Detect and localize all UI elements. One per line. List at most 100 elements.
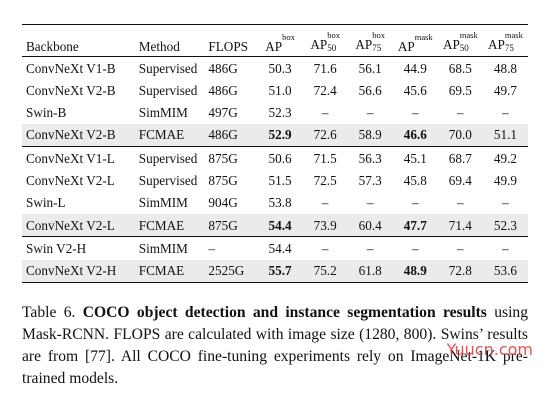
cell-ap-box: 51.5 — [268, 173, 292, 189]
cell-method: Supervised — [138, 60, 198, 76]
cell-backbone: Swin-L — [26, 195, 66, 211]
cell-ap-mask-50: 70.0 — [437, 123, 483, 147]
cell-ap-box: 52.3 — [268, 105, 292, 121]
cell-ap-mask-75: 49.9 — [493, 173, 517, 189]
cell-ap-box-75: 56.1 — [358, 60, 382, 76]
cell-flops: 486G — [208, 123, 258, 147]
caption-text-1: using Mask-RCNN. FLOPS are calculated wi… — [22, 304, 529, 365]
cell-flops: 497G — [208, 105, 238, 121]
caption-label: Table 6. — [22, 304, 76, 321]
cell-ap-box-50: 71.6 — [313, 60, 337, 76]
cell-method: Supervised — [138, 146, 209, 170]
results-table: Backbone Method FLOPS AP box AP box 50 AP bo… — [22, 24, 528, 283]
cell-ap-mask: 45.1 — [392, 146, 438, 170]
cell-method: FCMAE — [138, 214, 209, 237]
header-backbone: Backbone — [22, 24, 139, 57]
cell-ap-mask: 45.6 — [403, 82, 427, 98]
table-row: ConvNeXt V1-L Supervised 875G 50.6 71.5 56.3 4… — [22, 146, 528, 170]
cell-backbone: ConvNeXt V2-H — [22, 259, 139, 283]
cell-ap-mask-50: – — [457, 105, 464, 121]
cell-ap-mask: – — [411, 195, 419, 211]
cell-ap-mask-75: 51.1 — [482, 123, 528, 147]
cell-ap-mask: 47.7 — [392, 214, 438, 237]
cell-ap-mask-75: 52.3 — [482, 214, 528, 237]
watermark: Yuucn.com — [446, 340, 533, 359]
table-row: ConvNeXt V2-L FCMAE 875G 54.4 73.9 60.4 47.7 71… — [22, 214, 528, 237]
cell-ap-box: 54.4 — [257, 236, 303, 260]
table-row: ConvNeXt V2-H FCMAE 2525G 55.7 75.2 61.8 48.9 7… — [22, 259, 528, 283]
cell-ap-box-50: 73.9 — [302, 214, 348, 237]
header-ap-box-75: AP box 75 — [347, 24, 393, 57]
cell-backbone: Swin-B — [26, 105, 67, 121]
header-flops: FLOPS — [208, 24, 258, 57]
header-ap-box-50: AP box 50 — [302, 24, 348, 57]
cell-flops: 875G — [208, 173, 238, 189]
cell-method: SimMIM — [138, 195, 188, 211]
cell-ap-mask: 44.9 — [403, 60, 427, 76]
caption-citation-link[interactable]: [77] — [85, 348, 111, 365]
cell-backbone: ConvNeXt V2-B — [22, 123, 139, 147]
table-row: ConvNeXt V2-L Supervised 875G 51.5 72.5 57.3 4… — [22, 169, 528, 191]
cell-ap-box-50: 71.5 — [302, 146, 348, 170]
cell-ap-mask-50: 68.7 — [437, 146, 483, 170]
cell-flops: 486G — [208, 60, 238, 76]
cell-ap-mask-75: – — [502, 195, 509, 211]
cell-flops: 875G — [208, 214, 258, 237]
header-ap-box: AP box — [257, 24, 303, 57]
cell-method: Supervised — [138, 82, 198, 98]
cell-flops: 904G — [208, 195, 238, 211]
cell-flops: 875G — [208, 146, 258, 170]
cell-ap-box-75: 61.8 — [347, 259, 393, 283]
cell-ap-box: 53.8 — [268, 195, 292, 211]
cell-ap-box: 55.7 — [257, 259, 303, 283]
cell-ap-box-50: – — [321, 105, 329, 121]
cell-backbone: ConvNeXt V2-L — [22, 214, 139, 237]
cell-ap-box: 52.9 — [257, 123, 303, 147]
cell-ap-box-75: – — [366, 195, 374, 211]
cell-method: FCMAE — [138, 123, 209, 147]
table-header-row: Backbone Method FLOPS AP box AP box 50 AP bo… — [22, 24, 528, 57]
cell-ap-mask: 48.9 — [392, 259, 438, 283]
caption-text-2: . All COCO fine-tuning experiments rely … — [22, 348, 528, 387]
cell-ap-box-50: – — [321, 195, 329, 211]
cell-ap-box-75: 60.4 — [347, 214, 393, 237]
cell-ap-box-50: 72.4 — [313, 82, 337, 98]
cell-flops: 486G — [208, 82, 238, 98]
table-row: ConvNeXt V1-B Supervised 486G 50.3 71.6 56.1 4… — [22, 57, 528, 80]
cell-ap-box-75: – — [347, 236, 393, 260]
table-row: ConvNeXt V2-B Supervised 486G 51.0 72.4 56.6 4… — [22, 79, 528, 101]
cell-ap-mask-75: – — [482, 236, 528, 260]
cell-ap-mask-50: 69.4 — [448, 173, 472, 189]
cell-flops: 2525G — [208, 259, 258, 283]
cell-ap-box-75: 56.3 — [347, 146, 393, 170]
cell-ap-box: 51.0 — [268, 82, 292, 98]
header-ap-mask: AP mask — [392, 24, 438, 57]
cell-ap-mask-50: – — [437, 236, 483, 260]
cell-ap-mask-75: 49.2 — [482, 146, 528, 170]
table-row: Swin-L SimMIM 904G 53.8 – – – – – — [22, 192, 528, 214]
cell-ap-mask-75: – — [502, 105, 509, 121]
table-row: Swin V2-H SimMIM –54.4– – – – – — [22, 236, 528, 260]
cell-flops: – — [208, 236, 258, 260]
cell-ap-mask: – — [411, 105, 419, 121]
cell-ap-box-75: 58.9 — [347, 123, 393, 147]
table-row: ConvNeXt V2-B FCMAE 486G 52.9 72.6 58.9 46.6 70… — [22, 123, 528, 147]
cell-backbone: ConvNeXt V2-B — [26, 82, 116, 98]
table-row: Swin-B SimMIM 497G 52.3 – – – – – — [22, 102, 528, 124]
header-ap-mask-50: AP mask 50 — [437, 24, 483, 57]
cell-ap-box-50: 72.6 — [302, 123, 348, 147]
header-ap-mask-75: AP mask 75 — [482, 24, 528, 57]
caption-title-2: results — [442, 304, 487, 321]
cell-ap-mask: 46.6 — [392, 123, 438, 147]
cell-ap-mask-50: 68.5 — [448, 60, 472, 76]
results-table-container: Backbone Method FLOPS AP box AP box 50 AP bo… — [22, 24, 528, 283]
cell-method: SimMIM — [138, 105, 188, 121]
cell-ap-mask-75: 48.8 — [493, 60, 517, 76]
cell-method: Supervised — [138, 173, 198, 189]
cell-ap-mask-75: 49.7 — [493, 82, 517, 98]
cell-ap-box-75: 57.3 — [358, 173, 382, 189]
cell-ap-box-50: 75.2 — [302, 259, 348, 283]
cell-ap-mask-50: 69.5 — [448, 82, 472, 98]
cell-ap-mask-50: – — [457, 195, 464, 211]
cell-ap-box: 50.6 — [257, 146, 303, 170]
